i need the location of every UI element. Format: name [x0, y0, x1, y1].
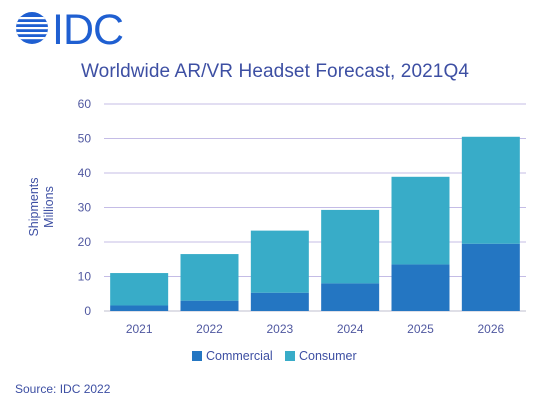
x-tick-label: 2021: [126, 322, 153, 336]
bar-consumer-2022: [180, 254, 239, 301]
bar-commercial-2026: [461, 243, 520, 311]
legend-label-consumer: Consumer: [299, 349, 357, 363]
bar-consumer-2021: [110, 273, 169, 306]
y-tick-label: 30: [78, 201, 92, 215]
x-tick-label: 2023: [266, 322, 293, 336]
bar-consumer-2026: [461, 136, 520, 244]
bar-commercial-2023: [250, 292, 309, 311]
bar-consumer-2025: [391, 176, 450, 265]
bars: [110, 136, 520, 311]
x-tick-label: 2022: [196, 322, 223, 336]
legend-label-commercial: Commercial: [206, 349, 273, 363]
y-tick-label: 0: [84, 304, 91, 318]
bar-commercial-2021: [110, 305, 169, 311]
y-tick-labels: 0 10 20 30 40 50 60: [78, 97, 92, 318]
source-note: Source: IDC 2022: [15, 382, 111, 396]
y-tick-label: 60: [78, 97, 92, 111]
y-tick-label: 50: [78, 132, 92, 146]
legend-swatch-consumer: [285, 351, 295, 361]
y-axis-label-line: Shipments: [27, 177, 41, 236]
gridlines: [104, 103, 526, 312]
globe-icon: [16, 12, 48, 44]
bar-commercial-2024: [321, 283, 380, 311]
bar-consumer-2024: [321, 209, 380, 284]
idc-logo: IDC: [16, 6, 124, 54]
legend: Commercial Consumer: [192, 349, 357, 363]
bar-commercial-2025: [391, 264, 450, 311]
x-tick-label: 2026: [477, 322, 504, 336]
x-tick-labels: 2021 2022 2023 2024 2025 2026: [126, 322, 505, 336]
x-tick-label: 2024: [337, 322, 364, 336]
y-tick-label: 40: [78, 166, 92, 180]
y-axis-label: Shipments Millions: [27, 177, 56, 236]
y-axis-label-line: Millions: [42, 186, 56, 228]
bar-consumer-2023: [250, 230, 309, 293]
logo-text: IDC: [52, 6, 123, 54]
chart-title: Worldwide AR/VR Headset Forecast, 2021Q4: [80, 61, 470, 82]
y-tick-label: 20: [78, 235, 92, 249]
x-tick-label: 2025: [407, 322, 434, 336]
y-tick-label: 10: [78, 270, 92, 284]
legend-swatch-commercial: [192, 351, 202, 361]
bar-commercial-2022: [180, 300, 239, 311]
